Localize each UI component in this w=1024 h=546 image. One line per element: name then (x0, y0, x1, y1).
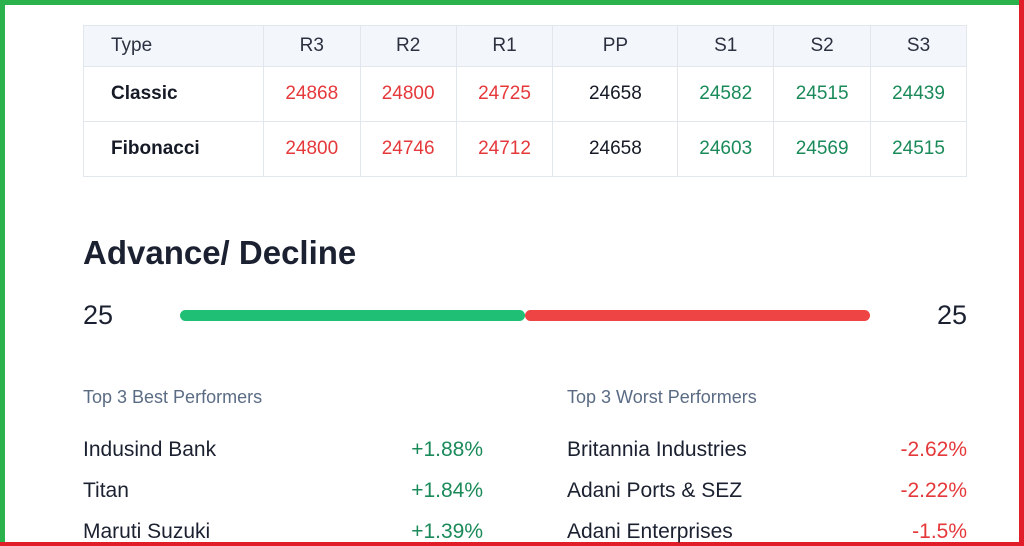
frame-border-bottom (0, 542, 1024, 546)
fibonacci-s2-value: 24569 (773, 121, 872, 177)
fibonacci-pp-value: 24658 (552, 121, 679, 177)
worst-performers-heading: Top 3 Worst Performers (567, 387, 757, 407)
list-item[interactable]: Britannia Industries -2.62% (567, 438, 967, 479)
stock-change: -1.5% (912, 520, 967, 543)
stock-change: -2.22% (900, 479, 967, 502)
best-performers-heading: Top 3 Best Performers (83, 387, 263, 407)
row-type-label: Fibonacci (83, 121, 264, 177)
frame-border-top (0, 0, 1024, 5)
classic-r2-value: 24800 (359, 66, 457, 122)
column-header-r2: R2 (359, 25, 457, 67)
list-item[interactable]: Adani Enterprises -1.5% (567, 520, 967, 546)
advances-bar-segment (180, 310, 525, 321)
frame-border-left (0, 0, 5, 546)
list-item[interactable]: Indusind Bank +1.88% (83, 438, 483, 479)
column-header-type: Type (83, 25, 264, 67)
classic-s3-value: 24439 (870, 66, 967, 122)
column-header-s1: S1 (677, 25, 775, 67)
fibonacci-r1-value: 24712 (455, 121, 554, 177)
stock-name: Britannia Industries (567, 438, 747, 461)
classic-r1-value: 24725 (455, 66, 554, 122)
stock-change: +1.84% (411, 479, 483, 502)
stock-name: Adani Ports & SEZ (567, 479, 743, 502)
column-header-s2: S2 (773, 25, 872, 67)
fibonacci-r3-value: 24800 (262, 121, 361, 177)
table-row-classic: Classic 24868 24800 24725 24658 24582 24… (83, 66, 967, 122)
frame-border-right (1019, 0, 1024, 546)
declines-bar-segment (525, 310, 870, 321)
stock-name: Adani Enterprises (567, 520, 733, 543)
list-item[interactable]: Titan +1.84% (83, 479, 483, 520)
fibonacci-s3-value: 24515 (870, 121, 967, 177)
column-header-s3: S3 (870, 25, 967, 67)
classic-s1-value: 24582 (677, 66, 775, 122)
advance-decline-title: Advance/ Decline (83, 234, 357, 271)
worst-performers-list: Britannia Industries -2.62% Adani Ports … (567, 438, 967, 546)
best-performers-list: Indusind Bank +1.88% Titan +1.84% Maruti… (83, 438, 483, 546)
stock-name: Indusind Bank (83, 438, 217, 461)
advances-count: 25 (83, 300, 114, 330)
stock-change: -2.62% (900, 438, 967, 461)
column-header-r3: R3 (262, 25, 361, 67)
pivot-points-table: Type R3 R2 R1 PP S1 S2 S3 Classic 24868 … (83, 25, 967, 177)
column-header-r1: R1 (455, 25, 554, 67)
classic-r3-value: 24868 (262, 66, 361, 122)
classic-pp-value: 24658 (552, 66, 679, 122)
row-type-label: Classic (83, 66, 264, 122)
stock-name: Maruti Suzuki (83, 520, 211, 543)
pivot-table-header-row: Type R3 R2 R1 PP S1 S2 S3 (83, 25, 967, 67)
declines-count: 25 (936, 300, 967, 330)
fibonacci-r2-value: 24746 (359, 121, 457, 177)
fibonacci-s1-value: 24603 (677, 121, 775, 177)
advance-decline-bar (180, 310, 870, 321)
classic-s2-value: 24515 (773, 66, 872, 122)
table-row-fibonacci: Fibonacci 24800 24746 24712 24658 24603 … (83, 121, 967, 177)
stock-change: +1.39% (411, 520, 483, 543)
list-item[interactable]: Adani Ports & SEZ -2.22% (567, 479, 967, 520)
column-header-pp: PP (552, 25, 679, 67)
stock-change: +1.88% (411, 438, 483, 461)
list-item[interactable]: Maruti Suzuki +1.39% (83, 520, 483, 546)
stock-name: Titan (83, 479, 129, 502)
